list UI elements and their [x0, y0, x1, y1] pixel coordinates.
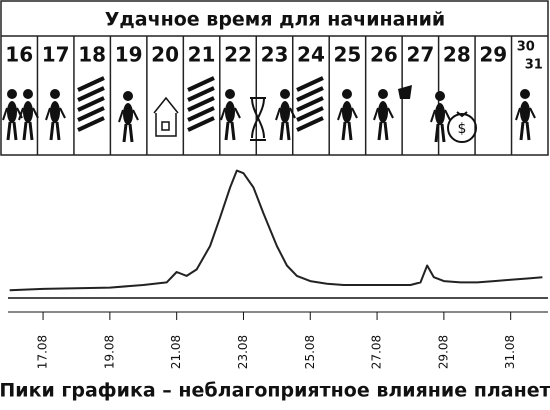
calendar: Удачное время для начинаний 16 17 18 19 20 21…: [0, 0, 549, 156]
calendar-frame: [0, 0, 549, 156]
day-number: 29: [479, 43, 507, 67]
x-tick-label: 27.08: [370, 335, 384, 369]
x-tick-label: 19.08: [102, 335, 116, 369]
svg-text:$: $: [458, 121, 467, 137]
chart: 17.08 19.08 21.08 23.08 25.08 27.08 29.08 31.08: [8, 169, 548, 369]
x-tick-label: 23.08: [236, 335, 250, 369]
icons: $: [1, 76, 537, 144]
day-number: 22: [224, 43, 252, 67]
day-number: 18: [78, 43, 106, 67]
day-number: 25: [334, 43, 362, 67]
day-number: 23: [261, 43, 289, 67]
x-tick-label: 17.08: [36, 335, 50, 369]
day-number: 17: [42, 43, 70, 67]
data-line: [9, 169, 543, 292]
day-number: 27: [406, 43, 434, 67]
day-number: 30: [517, 40, 535, 55]
x-tick-label: 31.08: [503, 335, 517, 369]
day-number: 31: [525, 58, 543, 73]
day-number: 16: [5, 43, 33, 67]
x-tick-label: 21.08: [169, 335, 183, 369]
day-number: 26: [370, 43, 398, 67]
x-tick-label: 25.08: [303, 335, 317, 369]
calendar-title: Удачное время для начинаний: [105, 9, 445, 31]
day-number: 24: [297, 43, 325, 67]
day-number: 19: [115, 43, 143, 67]
day-number: 20: [151, 43, 179, 67]
x-tick-label: 29.08: [436, 335, 450, 369]
day-number: 21: [188, 43, 216, 67]
day-number: 28: [443, 43, 471, 67]
caption: Пики графика – неблагоприятное влияние п…: [0, 380, 550, 402]
